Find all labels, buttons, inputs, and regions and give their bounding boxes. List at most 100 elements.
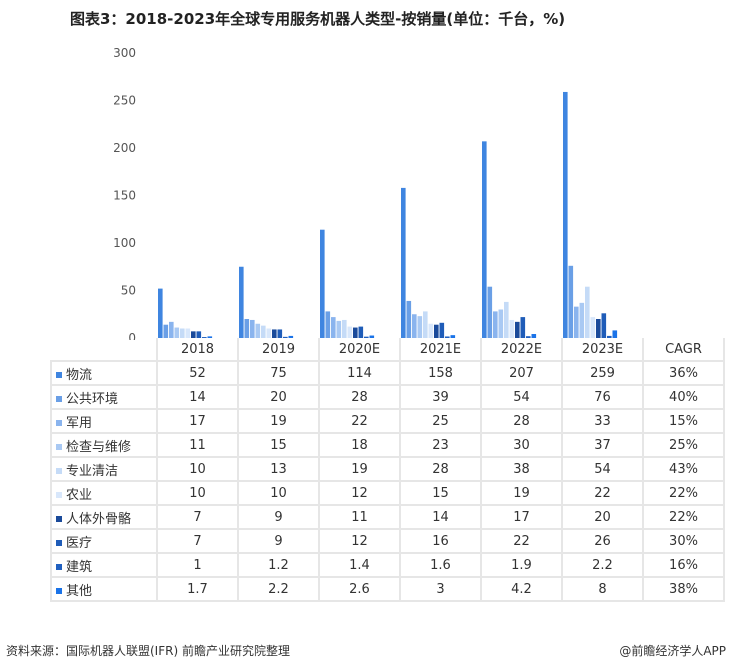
series-label: 检查与维修 bbox=[50, 432, 158, 458]
bar bbox=[369, 335, 375, 338]
data-label: 26 bbox=[561, 528, 644, 554]
bar bbox=[283, 336, 288, 338]
bar bbox=[607, 335, 612, 338]
data-label: 76 bbox=[561, 384, 644, 410]
bar bbox=[191, 331, 196, 338]
bar bbox=[266, 328, 272, 338]
data-label: 1 bbox=[156, 552, 239, 578]
data-label: 12 bbox=[318, 528, 401, 554]
bar bbox=[434, 324, 439, 338]
column-header: 2023E bbox=[561, 338, 644, 362]
data-label: 12 bbox=[318, 480, 401, 506]
data-label: 52 bbox=[156, 360, 239, 386]
bar bbox=[158, 288, 163, 338]
bar bbox=[272, 329, 277, 338]
data-label: 259 bbox=[561, 360, 644, 386]
legend-swatch bbox=[56, 564, 62, 570]
bar bbox=[364, 336, 369, 338]
series-label: 公共环境 bbox=[50, 384, 158, 410]
data-label: 28 bbox=[318, 384, 401, 410]
series-label: 军用 bbox=[50, 408, 158, 434]
legend-swatch bbox=[56, 372, 62, 378]
data-label: 15 bbox=[399, 480, 482, 506]
column-header: 2022E bbox=[480, 338, 563, 362]
data-label: 17 bbox=[480, 504, 563, 530]
bar bbox=[325, 311, 331, 338]
data-label: 4.2 bbox=[480, 576, 563, 602]
data-label: 10 bbox=[156, 480, 239, 506]
data-label: 75 bbox=[237, 360, 320, 386]
bar bbox=[498, 309, 504, 338]
column-header: 2021E bbox=[399, 338, 482, 362]
bar bbox=[601, 313, 607, 338]
data-label: 14 bbox=[156, 384, 239, 410]
bar bbox=[244, 319, 250, 338]
bar bbox=[417, 316, 423, 338]
data-label: 19 bbox=[237, 408, 320, 434]
series-label: 其他 bbox=[50, 576, 158, 602]
bar bbox=[428, 323, 434, 338]
legend-swatch bbox=[56, 588, 62, 594]
bar bbox=[277, 329, 283, 338]
data-label: 13 bbox=[237, 456, 320, 482]
data-label: 30 bbox=[480, 432, 563, 458]
bar bbox=[531, 334, 537, 338]
table-row: 物流 52 75 114 158 207 259 36% bbox=[50, 360, 725, 386]
data-label: 207 bbox=[480, 360, 563, 386]
table-row: 检查与维修 11 15 18 23 30 37 25% bbox=[50, 432, 725, 458]
data-label: 9 bbox=[237, 528, 320, 554]
bar bbox=[509, 319, 515, 338]
data-label: 28 bbox=[399, 456, 482, 482]
y-tick-label: 300 bbox=[113, 46, 136, 60]
bar bbox=[612, 330, 618, 338]
data-label: 22% bbox=[642, 504, 725, 530]
data-label: 37 bbox=[561, 432, 644, 458]
data-label: 33 bbox=[561, 408, 644, 434]
data-label: 22 bbox=[318, 408, 401, 434]
table-row: 医疗 7 9 12 16 22 26 30% bbox=[50, 528, 725, 554]
table-row: 公共环境 14 20 28 39 54 76 40% bbox=[50, 384, 725, 410]
data-label: 1.9 bbox=[480, 552, 563, 578]
data-label: 18 bbox=[318, 432, 401, 458]
data-label: 8 bbox=[561, 576, 644, 602]
bar bbox=[487, 286, 493, 338]
bar bbox=[347, 326, 353, 338]
data-label: 1.4 bbox=[318, 552, 401, 578]
data-label: 10 bbox=[156, 456, 239, 482]
data-label: 19 bbox=[318, 456, 401, 482]
data-label: 22 bbox=[480, 528, 563, 554]
data-label: 2.2 bbox=[561, 552, 644, 578]
bar bbox=[450, 335, 456, 338]
bar bbox=[585, 286, 590, 338]
table-row: 其他 1.7 2.2 2.6 3 4.2 8 38% bbox=[50, 576, 725, 602]
data-label: 54 bbox=[561, 456, 644, 482]
table-row: 农业 10 10 12 15 19 22 22% bbox=[50, 480, 725, 506]
bar bbox=[579, 302, 585, 338]
data-label: 23 bbox=[399, 432, 482, 458]
series-label: 医疗 bbox=[50, 528, 158, 554]
data-label: 54 bbox=[480, 384, 563, 410]
data-label: 7 bbox=[156, 528, 239, 554]
data-label: 25% bbox=[642, 432, 725, 458]
bar bbox=[358, 326, 364, 338]
bar bbox=[250, 319, 255, 338]
data-label: 14 bbox=[399, 504, 482, 530]
bar bbox=[261, 325, 266, 338]
data-label: 16% bbox=[642, 552, 725, 578]
legend-swatch bbox=[56, 396, 62, 402]
bar bbox=[596, 319, 601, 338]
bar bbox=[320, 229, 325, 338]
bar bbox=[423, 311, 428, 338]
legend-swatch bbox=[56, 420, 62, 426]
bar bbox=[207, 336, 213, 338]
legend-swatch bbox=[56, 516, 62, 522]
data-label: 43% bbox=[642, 456, 725, 482]
brand-label: @前瞻经济学人APP bbox=[619, 644, 726, 658]
bar bbox=[288, 335, 294, 338]
data-label: 1.2 bbox=[237, 552, 320, 578]
table-row: 专业清洁 10 13 19 28 38 54 43% bbox=[50, 456, 725, 482]
bar bbox=[255, 323, 261, 338]
legend-swatch bbox=[56, 540, 62, 546]
data-label: 16 bbox=[399, 528, 482, 554]
bar bbox=[169, 321, 174, 338]
